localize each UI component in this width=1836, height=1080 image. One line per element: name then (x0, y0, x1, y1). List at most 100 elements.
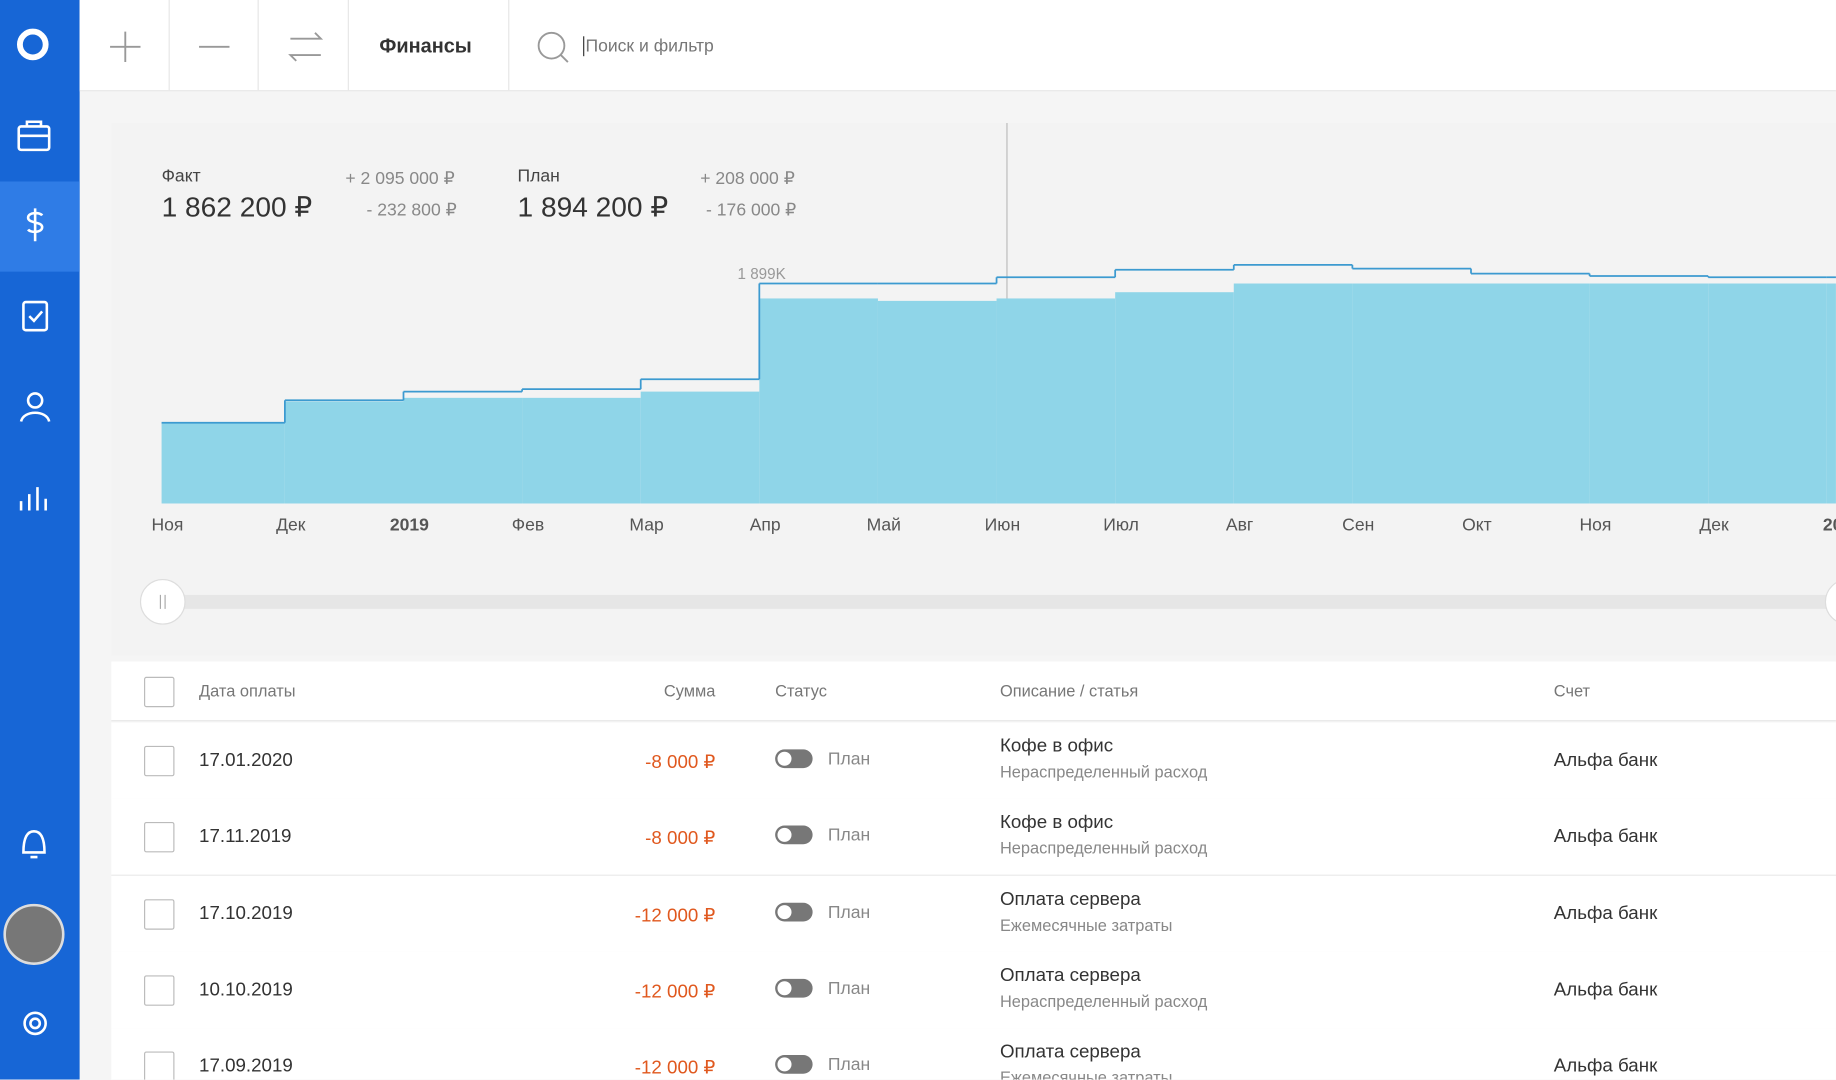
status-toggle[interactable] (775, 749, 813, 769)
amount: -12 000 ₽ (634, 1058, 716, 1079)
row-checkbox[interactable] (144, 975, 175, 1006)
amount: -8 000 ₽ (645, 829, 716, 850)
range-handle[interactable] (1824, 580, 1836, 624)
area-step (1708, 283, 1827, 504)
table-row[interactable]: 10.10.2019 -12 000 ₽ План Оплата сервера Нер… (111, 951, 1836, 1030)
x-tick-label: Дек (1699, 514, 1729, 534)
plan-minus: - 176 000 ₽ (706, 200, 797, 221)
column-header[interactable]: Дата оплаты (199, 681, 296, 701)
settings-icon[interactable] (23, 1011, 47, 1036)
avatar[interactable] (3, 903, 65, 965)
toggle-knob (777, 981, 792, 996)
account: Альфа банк (1553, 1056, 1658, 1077)
table-row[interactable]: 17.11.2019 -8 000 ₽ План Кофе в офис Нераспр… (111, 798, 1836, 877)
table-row[interactable]: 17.09.2019 -12 000 ₽ План Оплата сервера Еже… (111, 1028, 1836, 1080)
date: 17.11.2019 (199, 827, 292, 847)
area-step (1233, 283, 1353, 504)
status-toggle[interactable] (775, 825, 813, 845)
x-tick-label: Авг (1226, 514, 1253, 534)
description: Кофе в офис (999, 812, 1114, 833)
status-toggle[interactable] (775, 978, 813, 998)
x-tick-label: Апр (750, 514, 781, 534)
x-tick-label: Ноя (151, 514, 183, 534)
plan-label: План (517, 166, 560, 187)
amount: -12 000 ₽ (634, 982, 716, 1003)
section-tab[interactable]: Финансы (379, 35, 472, 58)
column-header[interactable]: Сумма (663, 681, 716, 701)
status: План (827, 902, 871, 923)
logo[interactable] (16, 28, 49, 61)
sidebar (0, 0, 80, 1080)
area-step (284, 401, 404, 504)
row-checkbox[interactable] (144, 745, 175, 777)
date: 17.09.2019 (199, 1056, 293, 1077)
account: Альфа банк (1553, 979, 1658, 1000)
range-handle[interactable] (139, 579, 186, 625)
area-step (759, 298, 878, 504)
plan-plus: + 208 000 ₽ (700, 168, 795, 189)
account: Альфа банк (1553, 827, 1658, 847)
row-checkbox[interactable] (144, 822, 175, 853)
category: Ежемесячные затраты (999, 915, 1173, 934)
row-checkbox[interactable] (144, 898, 175, 930)
bell-icon[interactable] (22, 830, 46, 859)
column-header[interactable]: Счет (1553, 681, 1591, 701)
toggle-knob (777, 751, 792, 766)
area-step (522, 397, 641, 504)
search-icon (537, 31, 569, 63)
column-header[interactable]: Статус (775, 681, 827, 701)
area-step (161, 422, 285, 504)
transfer-button[interactable] (288, 32, 324, 62)
range-track (175, 594, 1836, 609)
dollar-icon[interactable] (26, 208, 44, 242)
date: 17.01.2020 (199, 750, 293, 771)
tasks-icon[interactable] (22, 300, 49, 332)
status-toggle[interactable] (775, 902, 813, 922)
description: Кофе в офис (999, 736, 1114, 757)
account: Альфа банк (1553, 750, 1658, 771)
area-step (1471, 283, 1590, 504)
status: План (827, 978, 871, 999)
x-tick-label: Июл (1103, 514, 1139, 534)
category: Нераспределенный расход (999, 991, 1208, 1011)
separator (257, 0, 259, 91)
row-checkbox[interactable] (144, 1051, 175, 1080)
select-all[interactable] (144, 676, 175, 708)
search-input[interactable]: Поиск и фильтр (583, 36, 714, 57)
table-row[interactable]: 17.10.2019 -12 000 ₽ План Оплата сервера Еже… (111, 875, 1836, 953)
category: Нераспределенный расход (999, 838, 1208, 858)
x-tick-label: 2019 (390, 514, 429, 534)
description: Оплата сервера (999, 965, 1141, 986)
amount: -8 000 ₽ (645, 752, 716, 773)
area-step (1826, 283, 1836, 504)
date: 17.10.2019 (199, 903, 293, 924)
annotation: 1 899K (738, 266, 786, 283)
active-item (0, 181, 80, 272)
date: 10.10.2019 (199, 979, 293, 1000)
area-step (877, 300, 997, 504)
add-button[interactable] (110, 31, 141, 63)
fact-value: 1 862 200 ₽ (161, 192, 313, 224)
plan-value: 1 894 200 ₽ (517, 192, 669, 224)
chart: 1 899K Ноя Дек 2019 Фев Мар Апр Май Июн Июл Авг Сен… (139, 122, 1836, 625)
column-header[interactable]: Описание / статья (999, 681, 1139, 701)
x-tick-label: Сен (1342, 514, 1374, 534)
x-tick-label: Окт (1462, 514, 1492, 534)
separator (508, 0, 510, 91)
toolbar-icons (110, 31, 324, 63)
toggle-knob (777, 828, 792, 843)
briefcase-icon[interactable] (17, 125, 51, 152)
stats-icon[interactable] (19, 487, 47, 511)
user-icon[interactable] (26, 392, 44, 409)
status-toggle[interactable] (775, 1055, 813, 1074)
area-step (403, 397, 523, 504)
area-step (640, 391, 760, 504)
sidebar-icons (3, 28, 65, 1036)
separator (347, 0, 349, 91)
status: План (827, 1055, 871, 1076)
table-row[interactable]: 17.01.2020 -8 000 ₽ План Кофе в офис Нераспр… (111, 722, 1836, 800)
fact-minus: - 232 800 ₽ (366, 200, 457, 221)
x-tick-label: Фев (512, 514, 544, 534)
description: Оплата сервера (999, 889, 1141, 910)
